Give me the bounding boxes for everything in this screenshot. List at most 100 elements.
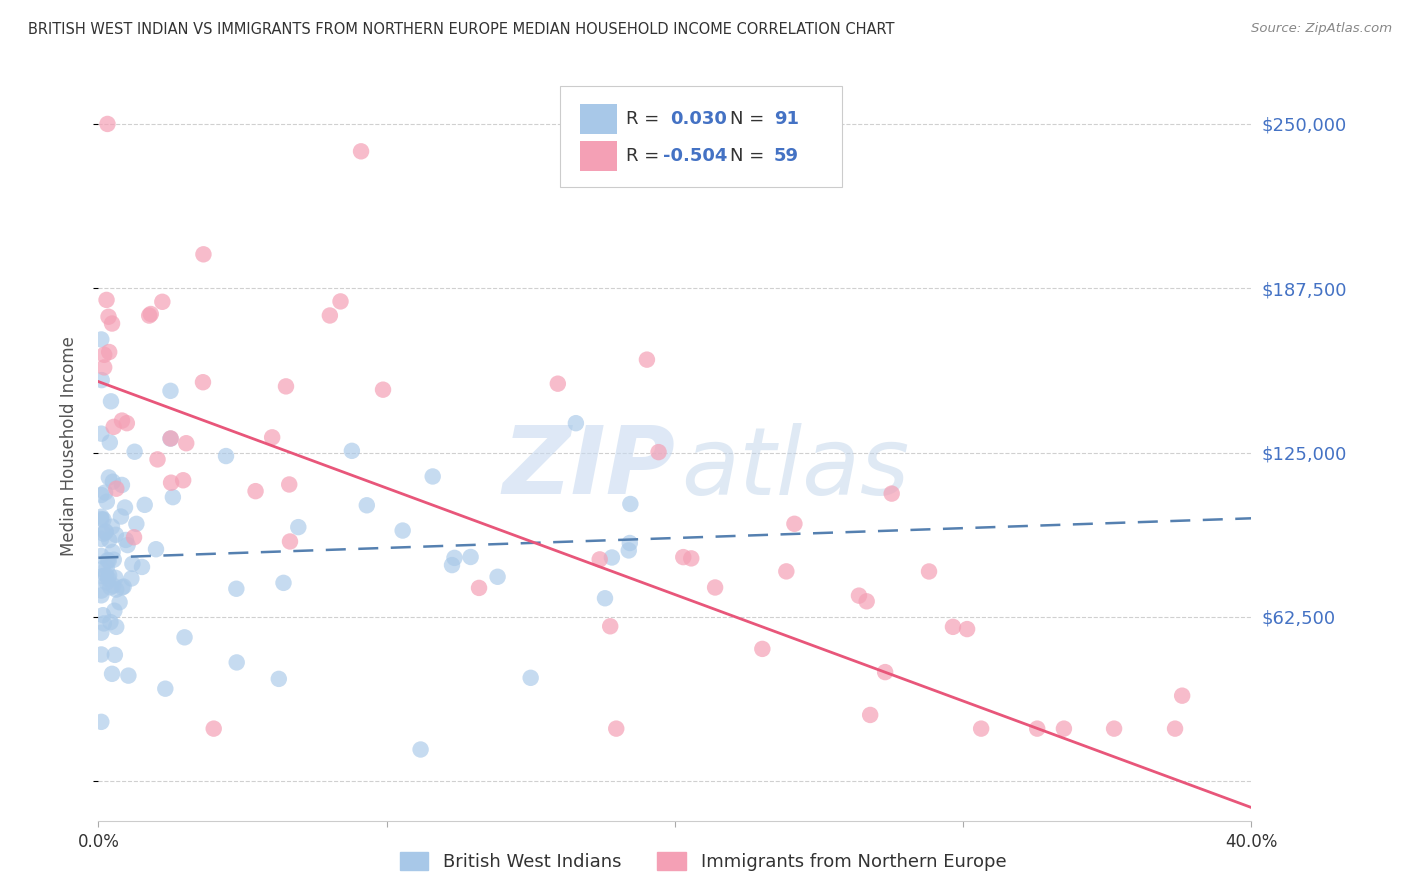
Point [103,420,125,434]
Point [274,379,297,393]
Point [96,560,118,574]
Point [956,622,979,636]
Point [783,516,806,531]
Point [202,722,225,736]
Point [91,569,114,583]
Point [115,416,138,430]
Point [460,549,482,564]
Point [319,309,342,323]
Point [90,488,112,502]
Legend: British West Indians, Immigrants from Northern Europe: British West Indians, Immigrants from No… [392,845,1014,879]
Point [519,671,541,685]
Point [101,545,124,559]
Point [90,373,112,387]
Text: atlas: atlas [681,423,908,514]
Point [215,449,238,463]
Point [273,575,295,590]
Point [267,672,290,686]
Point [970,722,993,736]
Point [90,549,112,563]
Point [681,551,703,566]
Point [278,534,301,549]
Point [111,478,134,492]
FancyBboxPatch shape [581,141,617,171]
Point [391,524,413,538]
Point [159,432,181,446]
Text: R =: R = [627,147,665,165]
Y-axis label: Median Household Income: Median Household Income [59,336,77,556]
Point [104,571,127,585]
Point [875,665,897,679]
Point [371,383,394,397]
Point [104,528,127,542]
Point [150,294,173,309]
Point [619,497,641,511]
Point [91,608,114,623]
Point [93,360,115,375]
Point [468,581,491,595]
Point [589,552,612,566]
Point [97,470,120,484]
Point [155,681,177,696]
Point [647,445,669,459]
Point [146,452,169,467]
Point [93,512,115,526]
Point [103,579,125,593]
Point [98,345,121,359]
Point [193,247,215,261]
Point [848,589,870,603]
Point [145,542,167,557]
Point [1026,722,1049,736]
Point [91,562,114,576]
Point [117,538,139,552]
Point [112,580,135,594]
Point [443,550,465,565]
Point [98,533,121,548]
Point [98,580,121,594]
Point [111,413,134,427]
Point [225,582,247,596]
Point [162,490,184,504]
Point [125,516,148,531]
Point [942,620,965,634]
Point [101,519,124,533]
Point [124,444,146,458]
Point [173,630,195,644]
Point [565,416,588,430]
Point [329,294,352,309]
Point [96,494,118,508]
Point [600,550,623,565]
Point [672,550,695,565]
Point [111,581,134,595]
Point [101,666,124,681]
Point [121,557,143,571]
Point [98,568,121,582]
Text: 59: 59 [775,147,799,165]
Point [278,477,301,491]
Point [104,648,127,662]
Point [599,619,621,633]
Point [547,376,569,391]
Point [617,543,640,558]
Point [1171,689,1194,703]
Point [340,443,363,458]
Point [98,435,121,450]
Point [859,708,882,723]
Point [605,722,627,736]
Point [225,656,247,670]
Text: Source: ZipAtlas.com: Source: ZipAtlas.com [1251,22,1392,36]
Point [101,475,124,489]
Point [440,558,463,573]
Text: -0.504: -0.504 [664,147,728,165]
Point [134,498,156,512]
Point [90,648,112,662]
Point [1102,722,1125,736]
Point [108,595,131,609]
Point [100,394,122,409]
Point [422,469,444,483]
Point [593,591,616,606]
Text: 91: 91 [775,110,799,128]
Point [636,352,658,367]
Point [90,625,112,640]
Point [174,436,197,450]
